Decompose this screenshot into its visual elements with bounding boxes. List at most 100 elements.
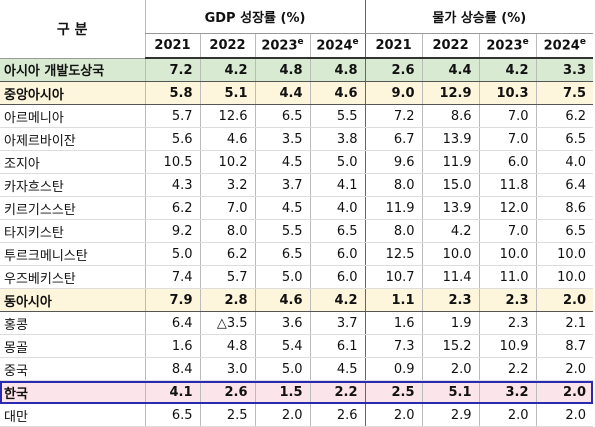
cell-value: 8.4 [144, 357, 200, 381]
cell-value: 7.5 [535, 81, 594, 105]
year: 2023 [486, 38, 523, 54]
cell-value: 5.1 [421, 380, 480, 404]
year: 2022 [432, 38, 469, 53]
corner-label: 구 분 [0, 0, 145, 59]
row-name: 조지아 [0, 150, 145, 174]
row-name: 아제르바이잔 [0, 127, 145, 151]
cell-value: 3.2 [478, 380, 537, 404]
header-row: 구 분 GDP 성장률 (%) 물가 상승률 (%) [0, 0, 594, 59]
estimate-mark: e [522, 37, 529, 48]
cell-value: 12.6 [199, 104, 255, 128]
cell-value: 4.6 [309, 81, 366, 105]
cell-value: 6.2 [199, 242, 255, 266]
cell-value: 9.6 [364, 150, 423, 174]
cell-value: 6.5 [535, 219, 594, 243]
cell-value: 8.7 [535, 334, 594, 358]
cell-value: 2.0 [364, 403, 423, 427]
cell-value: 4.6 [254, 288, 310, 312]
cell-value: 7.2 [364, 104, 423, 128]
cell-value: 7.0 [478, 127, 537, 151]
cell-value: 6.0 [478, 150, 537, 174]
cell-value: 8.6 [421, 104, 480, 128]
cell-value: 2.6 [364, 57, 423, 82]
cell-value: 6.0 [309, 242, 366, 266]
table-row: 대만 6.5 2.5 2.0 2.6 2.0 2.9 2.0 2.0 [0, 403, 594, 427]
row-name: 동아시아 [0, 288, 145, 312]
group-title: GDP 성장률 (%) [144, 0, 366, 34]
year-header: 2022 [421, 33, 480, 59]
year-header: 2024e [309, 33, 366, 59]
row-name: 몽골 [0, 334, 145, 358]
cell-value: 6.0 [309, 265, 366, 289]
cell-value: 4.4 [254, 81, 310, 105]
table-row: 우즈베키스탄 7.4 5.7 5.0 6.0 10.7 11.4 11.0 10.0 [0, 265, 594, 289]
row-name: 한국 [0, 380, 145, 404]
cell-value: 5.4 [254, 334, 310, 358]
row-name: 아르메니아 [0, 104, 145, 128]
cell-value: 4.5 [309, 357, 366, 381]
cell-value: 8.6 [535, 196, 594, 220]
table-row: 동아시아 7.9 2.8 4.6 4.2 1.1 2.3 2.3 2.0 [0, 288, 594, 312]
cell-value: 4.2 [421, 219, 480, 243]
table-row: 몽골 1.6 4.8 5.4 6.1 7.3 15.2 10.9 8.7 [0, 334, 594, 358]
cell-value: 2.5 [199, 403, 255, 427]
group-title: 물가 상승률 (%) [364, 0, 594, 34]
cell-value: 11.4 [421, 265, 480, 289]
cell-value: 8.0 [199, 219, 255, 243]
cell-value: 15.2 [421, 334, 480, 358]
cell-value: 3.2 [199, 173, 255, 197]
cell-value: 4.6 [199, 127, 255, 151]
cell-value: 5.8 [144, 81, 200, 105]
cell-value: 2.0 [535, 380, 594, 404]
row-name: 타지키스탄 [0, 219, 145, 243]
cell-value: 6.5 [309, 219, 366, 243]
table-row: 중국 8.4 3.0 5.0 4.5 0.9 2.0 2.2 2.0 [0, 357, 594, 381]
row-name: 대만 [0, 403, 145, 427]
cell-value: 2.8 [199, 288, 255, 312]
cell-value: 4.4 [421, 57, 480, 82]
cell-value: 7.2 [144, 57, 200, 82]
cell-value: 5.6 [144, 127, 200, 151]
cell-value: 8.0 [364, 173, 423, 197]
cell-value: 5.7 [144, 104, 200, 128]
row-name: 홍콩 [0, 311, 145, 335]
cell-value: 2.9 [421, 403, 480, 427]
cell-value: 6.1 [309, 334, 366, 358]
cell-value: 5.5 [309, 104, 366, 128]
year-header: 2021 [364, 33, 423, 59]
cell-value: 10.3 [478, 81, 537, 105]
cell-value: 2.0 [421, 357, 480, 381]
year-header: 2022 [199, 33, 255, 59]
cell-value: 1.6 [144, 334, 200, 358]
cell-value: 6.5 [254, 104, 310, 128]
year: 2021 [375, 38, 412, 53]
estimate-mark: e [579, 37, 586, 48]
row-name: 우즈베키스탄 [0, 265, 145, 289]
cell-value: 3.3 [535, 57, 594, 82]
cell-value: 7.9 [144, 288, 200, 312]
cell-value: 4.3 [144, 173, 200, 197]
row-name: 키르기스스탄 [0, 196, 145, 220]
row-name: 중앙아시아 [0, 81, 145, 105]
row-name: 아시아 개발도상국 [0, 57, 145, 82]
cell-value: 5.0 [254, 265, 310, 289]
row-name: 투르크메니스탄 [0, 242, 145, 266]
cell-value: 3.7 [309, 311, 366, 335]
cell-value: 6.4 [535, 173, 594, 197]
table-row: 투르크메니스탄 5.0 6.2 6.5 6.0 12.5 10.0 10.0 10.0 [0, 242, 594, 266]
year: 2023 [261, 38, 298, 54]
cell-value: 4.5 [254, 196, 310, 220]
cell-value: 4.1 [309, 173, 366, 197]
cell-value: 6.5 [535, 127, 594, 151]
cell-value: 2.0 [535, 288, 594, 312]
table-row: 한국 4.1 2.6 1.5 2.2 2.5 5.1 3.2 2.0 [0, 380, 594, 404]
estimate-mark: e [297, 37, 304, 48]
cell-value: 4.8 [254, 57, 310, 82]
cell-value: 2.3 [478, 311, 537, 335]
cell-value: 2.0 [535, 403, 594, 427]
cell-value: 2.0 [478, 403, 537, 427]
cell-value: 4.2 [478, 57, 537, 82]
year: 2024 [543, 38, 580, 54]
cell-value: 5.1 [199, 81, 255, 105]
